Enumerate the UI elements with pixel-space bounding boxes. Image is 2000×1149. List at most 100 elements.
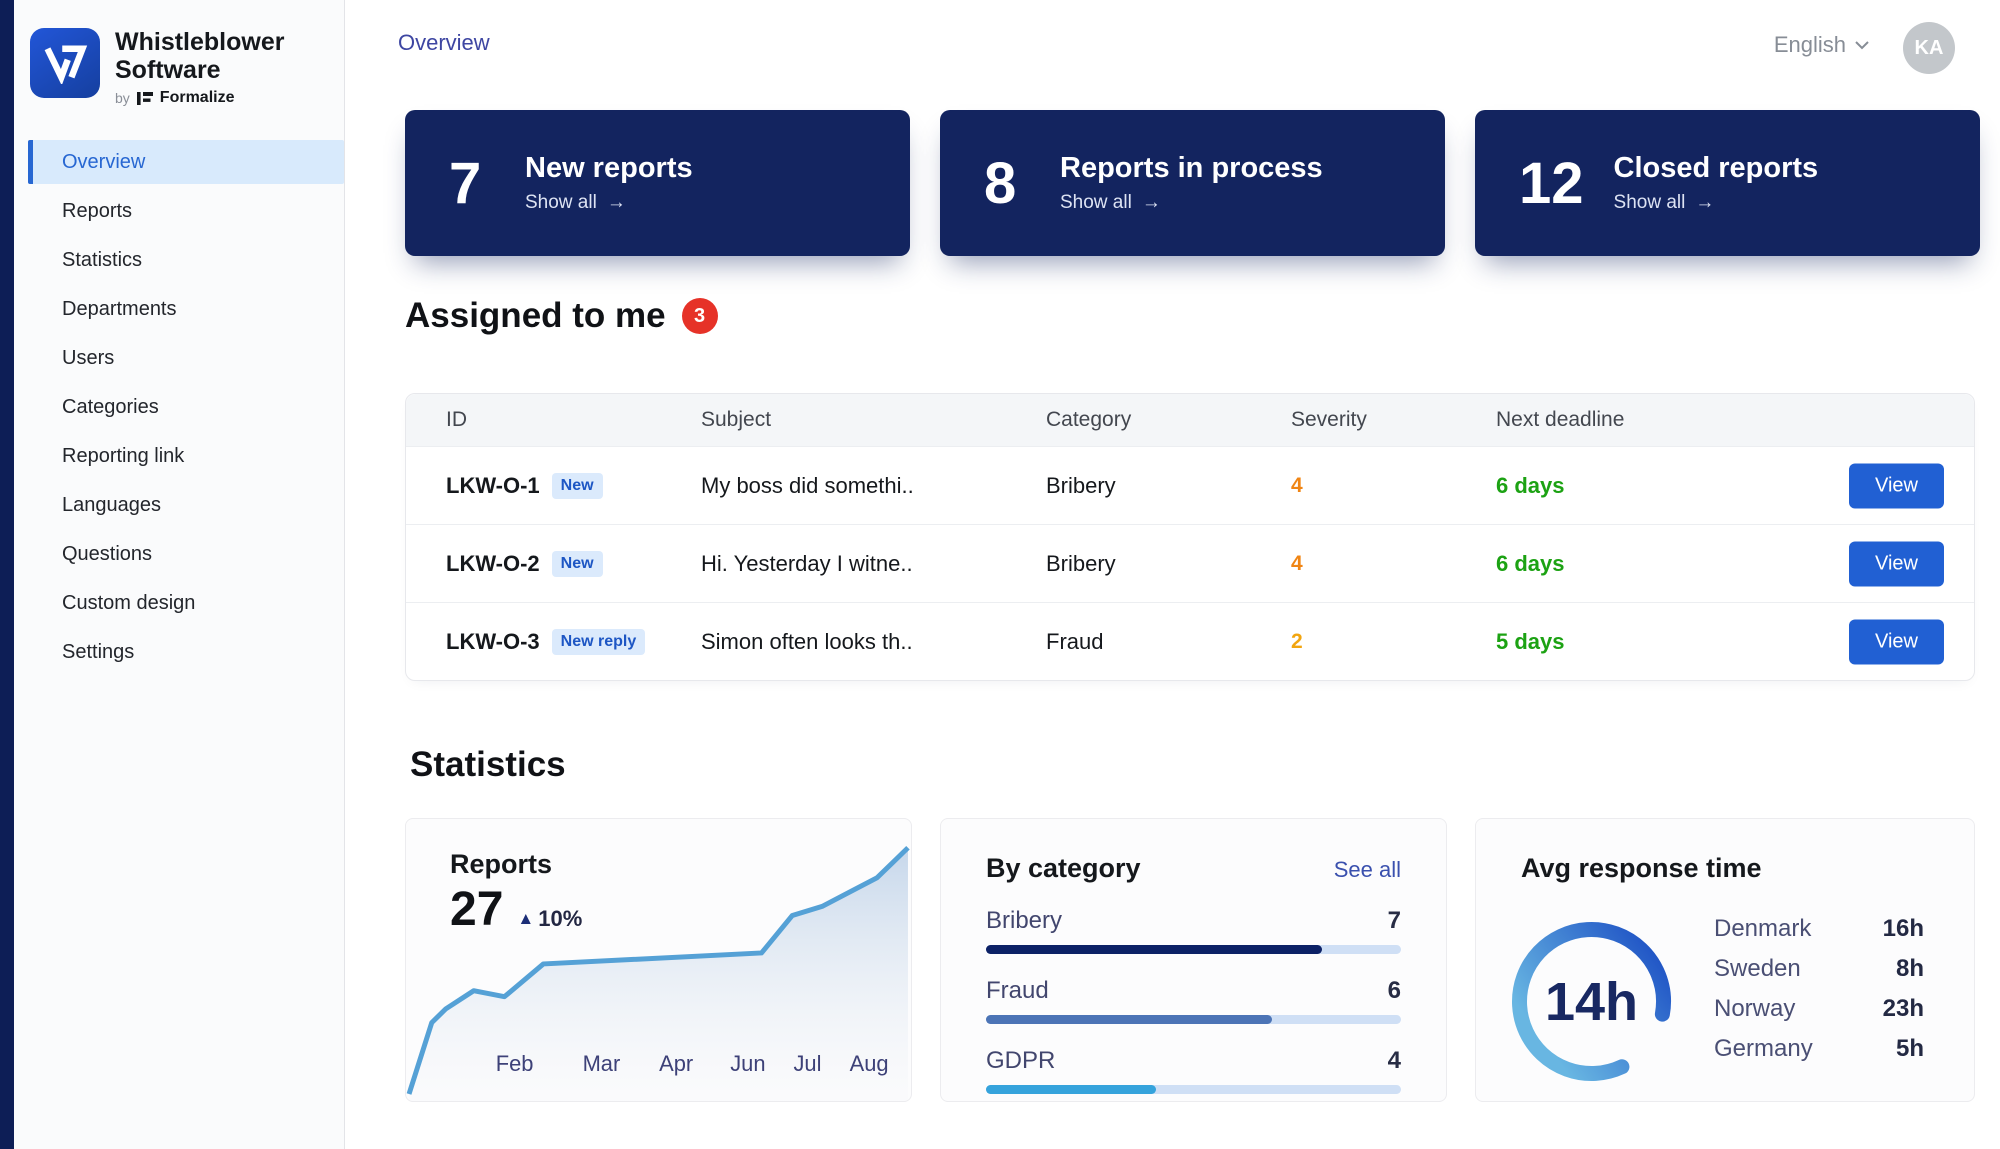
country-row: Denmark 16h <box>1714 909 1924 949</box>
country-value: 16h <box>1882 915 1924 942</box>
new-reports-count: 7 <box>449 150 482 216</box>
arrow-right-icon: → <box>1695 192 1715 213</box>
category-label: GDPR <box>986 1047 1056 1074</box>
country-row: Sweden 8h <box>1714 949 1924 989</box>
bar-fill <box>986 945 1323 954</box>
sidebar-item-reporting-link[interactable]: Reporting link <box>62 444 185 467</box>
closed-show-all-link[interactable]: Show all → <box>1614 192 1819 214</box>
window-edge-strip <box>0 0 14 1149</box>
chevron-down-icon <box>1855 41 1869 50</box>
assigned-count-badge: 3 <box>681 298 718 334</box>
by-category-title: By category <box>986 853 1141 883</box>
status-badge: New reply <box>551 628 646 655</box>
reports-chart-title: Reports <box>450 849 553 879</box>
statistics-section-title: Statistics <box>410 745 566 784</box>
sidebar-item-overview[interactable]: Overview <box>28 140 344 184</box>
sidebar-nav: Overview Reports Statistics Departments User… <box>28 140 344 679</box>
breadcrumb[interactable]: Overview <box>398 30 490 55</box>
country-row: Germany 5h <box>1714 1029 1924 1069</box>
severity-value: 4 <box>1291 473 1303 497</box>
sidebar-item-users[interactable]: Users <box>62 346 115 369</box>
table-body: LKW-O-1 New My boss did somethi.. Bribery 4 6… <box>406 446 1974 680</box>
column-header-severity: Severity <box>1291 408 1367 431</box>
sidebar-item-departments[interactable]: Departments <box>62 297 177 320</box>
formalize-logo-icon <box>136 91 153 105</box>
subject-cell: Hi. Yesterday I witne.. <box>701 550 913 576</box>
sidebar-item-settings[interactable]: Settings <box>62 640 135 663</box>
view-button[interactable]: View <box>1849 463 1944 508</box>
language-label: English <box>1773 32 1846 57</box>
column-header-category: Category <box>1046 408 1132 431</box>
sidebar-item-reports[interactable]: Reports <box>62 199 133 222</box>
user-avatar[interactable]: KA <box>1903 22 1955 74</box>
reports-chart-card: Feb Mar Apr Jun Jul Aug Reports 27 ▲ 10% <box>405 818 912 1102</box>
table-row: LKW-O-3 New reply Simon often looks th.. Fr… <box>406 602 1974 680</box>
category-bar-group: GDPR 4 <box>986 1047 1401 1094</box>
report-id-cell: LKW-O-3 New reply <box>446 628 646 655</box>
x-axis-label: Jul <box>793 1051 821 1076</box>
deadline-value: 5 days <box>1496 628 1565 654</box>
country-value: 23h <box>1882 995 1924 1022</box>
triangle-up-icon: ▲ <box>517 909 535 928</box>
x-axis-label: Apr <box>659 1051 693 1076</box>
summary-card-new-reports[interactable]: 7 New reports Show all → <box>405 110 910 256</box>
column-header-id: ID <box>446 408 467 431</box>
language-selector[interactable]: English <box>1774 32 1870 58</box>
category-label: Fraud <box>986 977 1049 1004</box>
country-row: Norway 23h <box>1714 989 1924 1029</box>
avatar-initials: KA <box>1914 36 1944 59</box>
table-row: LKW-O-2 New Hi. Yesterday I witne.. Bribery… <box>406 524 1974 602</box>
category-value: 4 <box>1387 1047 1401 1074</box>
sidebar-item-languages[interactable]: Languages <box>62 493 161 516</box>
country-response-list: Denmark 16h Sweden 8h Norway 23h Germany 5h <box>1714 909 1924 1069</box>
whistleblower-logo-icon <box>30 28 100 98</box>
country-value: 8h <box>1895 955 1924 982</box>
sidebar: Whistleblower Software by Formalize Over… <box>14 0 345 1149</box>
reports-delta-value: 10% <box>538 906 583 931</box>
sidebar-item-custom-design[interactable]: Custom design <box>62 591 196 614</box>
sidebar-item-statistics[interactable]: Statistics <box>62 248 143 271</box>
bar-track <box>986 1015 1401 1024</box>
sidebar-item-categories[interactable]: Categories <box>62 395 159 418</box>
deadline-value: 6 days <box>1496 472 1565 498</box>
app-logo: Whistleblower Software by Formalize <box>30 28 284 107</box>
view-button[interactable]: View <box>1849 619 1944 664</box>
show-all-label: Show all <box>1613 192 1686 213</box>
in-process-label: Reports in process <box>1060 152 1323 184</box>
status-badge: New <box>551 472 603 499</box>
column-header-next-deadline: Next deadline <box>1496 408 1625 431</box>
app-title-line1: Whistleblower <box>115 28 285 56</box>
reports-delta: ▲ 10% <box>517 906 582 932</box>
category-cell: Bribery <box>1046 472 1116 498</box>
show-all-label: Show all <box>525 192 597 213</box>
sidebar-item-questions[interactable]: Questions <box>62 542 153 565</box>
new-reports-show-all-link[interactable]: Show all → <box>525 192 693 214</box>
new-reports-label: New reports <box>525 152 693 184</box>
in-process-show-all-link[interactable]: Show all → <box>1060 192 1323 214</box>
action-cell: View <box>1849 463 1944 508</box>
brand-name: Formalize <box>159 89 235 106</box>
summary-card-reports-in-process[interactable]: 8 Reports in process Show all → <box>940 110 1445 256</box>
category-cell: Bribery <box>1046 550 1116 576</box>
category-bars: Bribery 7 Fraud 6 GDPR 4 <box>986 907 1401 1094</box>
gauge-value: 14h <box>1544 971 1639 1032</box>
table-header-row: ID Subject Category Severity Next deadli… <box>406 394 1974 446</box>
arrow-right-icon: → <box>1141 192 1161 213</box>
summary-card-closed-reports[interactable]: 12 Closed reports Show all → <box>1475 110 1980 256</box>
gauge-arc <box>1512 922 1671 1081</box>
view-button[interactable]: View <box>1849 541 1944 586</box>
see-all-link[interactable]: See all <box>1333 857 1401 882</box>
country-value: 5h <box>1895 1035 1924 1062</box>
severity-value: 2 <box>1291 629 1303 653</box>
category-value: 7 <box>1387 907 1401 934</box>
byline-text: by <box>115 90 130 106</box>
country-label: Germany <box>1714 1035 1813 1062</box>
category-label: Bribery <box>986 907 1063 934</box>
country-label: Norway <box>1714 995 1796 1022</box>
main-content: Overview English KA 7 New reports Show a… <box>345 0 2000 1149</box>
report-id-cell: LKW-O-2 New <box>446 550 603 577</box>
avg-response-card: Avg response time 14h Denmark 16h Sweden 8h… <box>1475 818 1975 1102</box>
reports-area-chart: Feb Mar Apr Jun Jul Aug <box>406 845 910 1101</box>
subject-cell: My boss did somethi.. <box>701 472 914 498</box>
x-axis-label: Mar <box>583 1051 621 1076</box>
